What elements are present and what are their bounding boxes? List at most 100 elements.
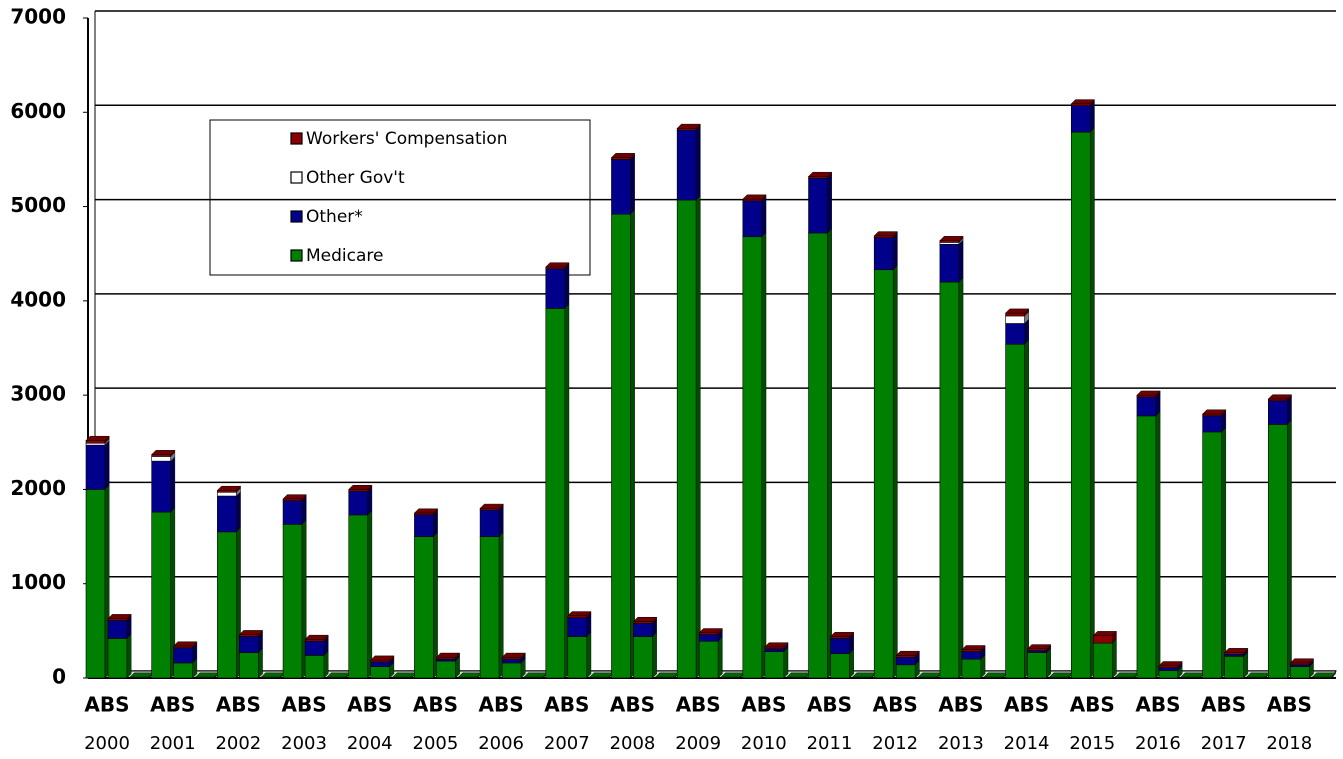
x-tick-label: ABS: [347, 693, 392, 717]
bar: [567, 615, 588, 618]
bar: [611, 213, 631, 679]
bar: [742, 198, 763, 202]
x-group-label: 2003: [281, 733, 327, 754]
bar-side: [1155, 411, 1161, 679]
bar: [239, 636, 259, 653]
bar-side: [323, 650, 329, 679]
x-group-label: 2000: [84, 733, 130, 754]
bar-top: [1267, 394, 1293, 400]
bar: [1136, 415, 1157, 679]
bar-side: [367, 510, 373, 679]
bar: [1290, 666, 1310, 679]
bar: [151, 456, 171, 462]
bar-top: [917, 672, 943, 678]
bar-side: [695, 125, 701, 201]
bar: [830, 653, 850, 679]
bar-top: [851, 672, 877, 678]
bar-top: [1048, 672, 1074, 678]
bar-top: [326, 672, 351, 678]
bar-top: [216, 485, 242, 491]
bar-side: [717, 636, 723, 679]
bar: [348, 491, 369, 516]
bar-side: [367, 486, 373, 516]
x-group-label: 2013: [938, 733, 984, 754]
bar: [1202, 415, 1222, 433]
bar: [151, 460, 171, 513]
bar: [1027, 648, 1047, 651]
bar: [545, 308, 566, 679]
bar: [545, 266, 566, 270]
bar-side: [236, 491, 241, 533]
bar: [567, 636, 588, 679]
x-tick-label: ABS: [676, 693, 721, 717]
bar-top: [523, 672, 548, 678]
y-tick-label: 5000: [10, 193, 66, 217]
x-tick-label: ABS: [1201, 693, 1246, 717]
bar: [1027, 652, 1047, 679]
bar-top: [151, 450, 176, 455]
bar: [895, 655, 916, 658]
bar: [742, 236, 763, 679]
bar-side: [827, 228, 832, 679]
bar: [698, 634, 719, 642]
bar: [633, 621, 653, 624]
bar: [808, 176, 828, 179]
bar-side: [1112, 638, 1117, 679]
bar-top: [1070, 99, 1096, 105]
bar: [633, 623, 653, 637]
bar-top: [589, 672, 614, 678]
x-group-label: 2008: [610, 733, 656, 754]
bar: [895, 664, 916, 679]
bar-side: [1090, 127, 1095, 679]
bar-top: [457, 672, 483, 678]
bar: [1092, 642, 1113, 679]
bar-top: [1289, 658, 1315, 664]
bar-top: [1180, 672, 1205, 678]
bar-side: [586, 631, 592, 679]
bar-side: [1287, 419, 1292, 679]
bar: [348, 514, 369, 679]
bar: [676, 129, 697, 201]
bar: [173, 647, 193, 664]
bar-side: [258, 647, 263, 679]
bar-side: [170, 456, 176, 513]
bar-side: [433, 510, 438, 538]
bar: [1005, 323, 1025, 345]
bar-top: [195, 672, 220, 678]
bar-side: [761, 232, 767, 679]
x-tick-label: ABS: [1267, 693, 1312, 717]
bar-top: [1311, 672, 1337, 678]
bar: [173, 662, 193, 679]
bar: [217, 531, 237, 679]
bar-top: [1004, 308, 1030, 314]
bar: [107, 618, 128, 621]
bar-top: [1114, 672, 1140, 678]
x-group-label: 2006: [478, 733, 524, 754]
x-group-label: 2004: [347, 733, 393, 754]
bar: [1136, 394, 1157, 398]
bar: [873, 269, 894, 679]
legend-swatch: [290, 249, 303, 262]
bar-top: [479, 503, 504, 509]
bar: [217, 495, 237, 533]
bar-top: [413, 508, 439, 514]
x-tick-label: ABS: [544, 693, 589, 717]
bar: [808, 177, 828, 234]
bar: [764, 648, 785, 652]
legend-label: Other*: [306, 207, 363, 227]
bar: [239, 634, 259, 637]
bar: [1158, 670, 1179, 679]
bar: [939, 240, 960, 243]
bar: [698, 640, 719, 679]
bar-side: [564, 264, 570, 309]
x-group-label: 2014: [1004, 733, 1050, 754]
bar-side: [893, 265, 898, 679]
bar-top: [1158, 661, 1183, 666]
x-group-label: 2002: [215, 733, 261, 754]
bar: [1268, 398, 1288, 402]
bar-top: [370, 655, 395, 661]
bar-side: [630, 154, 635, 215]
bar-side: [652, 631, 657, 679]
bar: [961, 649, 982, 652]
